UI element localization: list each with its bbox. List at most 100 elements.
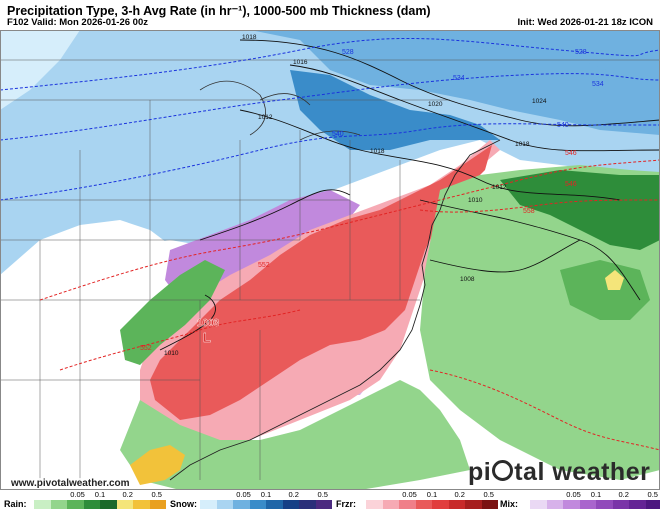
legend-swatch: [149, 500, 166, 509]
isobar-label: 1018: [370, 148, 385, 155]
legend-tick: 0.2: [618, 490, 629, 499]
legend-swatch: [612, 500, 629, 509]
legend-swatch: [465, 500, 482, 509]
legend-group-snow: Snow: 0.05 0.1 0.2 0.5: [170, 490, 332, 510]
legend-label: Frzr:: [336, 499, 356, 509]
legend-swatch: [249, 500, 266, 509]
rain-area-west: [120, 260, 225, 365]
rain-area-offshore-heavy: [500, 170, 660, 250]
precipitation-legend: Rain: 0.05 0.1 0.2 0.5 Snow: 0.05 0.1 0.2 0.5 Frzr…: [0, 490, 660, 510]
thickness-label-blue: 534: [453, 75, 465, 82]
thickness-label-blue: 540: [332, 131, 344, 138]
rain-yellow-cell: [130, 445, 185, 485]
legend-label: Rain:: [4, 499, 27, 509]
init-time: Init: Wed 2026-01-21 18z ICON: [514, 17, 656, 28]
legend-swatch: [645, 500, 660, 509]
brand-logo: pi tal weather: [468, 458, 650, 487]
isobar-label: 1012: [492, 184, 507, 191]
legend-tick: 0.05: [236, 490, 251, 499]
snow-area-northeast: [530, 30, 660, 80]
legend-tick: 0.05: [566, 490, 581, 499]
legend-swatch: [579, 500, 596, 509]
legend-swatch: [382, 500, 399, 509]
thickness-contours-red: [39, 159, 660, 451]
legend-tick: 0.2: [288, 490, 299, 499]
thickness-label-red: 558: [523, 208, 535, 215]
legend-swatch: [481, 500, 498, 509]
legend-swatch: [629, 500, 646, 509]
brand-text-right: tal weather: [514, 458, 651, 486]
legend-group-mix: Mix: 0.05 0.1 0.2 0.5: [500, 490, 660, 510]
rain-yellow-offshore: [605, 270, 624, 290]
legend-swatch: [282, 500, 299, 509]
legend-swatch: [100, 500, 117, 509]
legend-swatch: [546, 500, 563, 509]
low-pressure-symbol: L: [203, 330, 211, 345]
legend-color-bar: [530, 500, 660, 509]
rain-area-southeast: [120, 380, 470, 490]
freezing-rain-heavy: [150, 145, 492, 420]
legend-tick: 0.2: [122, 490, 133, 499]
legend-swatch: [233, 500, 250, 509]
legend-swatch: [596, 500, 613, 509]
snow-area-light-west: [0, 30, 80, 110]
legend-swatch: [200, 500, 217, 509]
legend-swatch: [133, 500, 150, 509]
thickness-contours-blue: [0, 37, 660, 201]
legend-label: Snow:: [170, 499, 197, 509]
state-borders: [0, 59, 660, 480]
thickness-label-red: 552: [140, 345, 152, 352]
legend-swatch: [563, 500, 580, 509]
legend-swatch: [83, 500, 100, 509]
legend-color-bar: [366, 500, 498, 509]
legend-tick: 0.1: [426, 490, 438, 499]
legend-swatch: [299, 500, 316, 509]
low-pressure-value: 1003: [197, 318, 220, 329]
legend-tick: 0.05: [70, 490, 85, 499]
isobar-label: 1010: [468, 197, 483, 204]
legend-group-rain: Rain: 0.05 0.1 0.2 0.5: [4, 490, 166, 510]
legend-label: Mix:: [500, 499, 518, 509]
legend-tick: 0.5: [151, 490, 162, 499]
thickness-label-blue: 528: [342, 49, 354, 56]
legend-swatch: [216, 500, 233, 509]
legend-swatch: [50, 500, 67, 509]
no-precip-southwest: [0, 220, 170, 480]
legend-tick: 0.05: [402, 490, 417, 499]
snow-area-heavy: [0, 30, 660, 135]
legend-swatch: [266, 500, 283, 509]
legend-swatch: [432, 500, 449, 509]
legend-swatch: [315, 500, 332, 509]
legend-swatch: [530, 500, 547, 509]
isobar-label: 1016: [293, 59, 308, 66]
legend-swatch: [415, 500, 432, 509]
thickness-label-red: 552: [258, 262, 270, 269]
website-link[interactable]: www.pivotalweather.com: [8, 478, 133, 489]
legend-tick: 0.1: [94, 490, 106, 499]
legend-tick: 0.5: [483, 490, 494, 499]
isobar-label: 1008: [460, 276, 475, 283]
brand-text-left: pi: [468, 458, 492, 486]
legend-color-bar: [34, 500, 166, 509]
thickness-label-red: 546: [565, 150, 577, 157]
isobar-contours: [159, 39, 660, 351]
isobar-label: 1018: [242, 34, 257, 41]
thickness-label-red: 546: [565, 181, 577, 188]
isobar-label: 1012: [258, 114, 273, 121]
map-title: Precipitation Type, 3-h Avg Rate (in hr⁻…: [4, 3, 434, 18]
legend-swatch: [399, 500, 416, 509]
legend-tick: 0.2: [454, 490, 465, 499]
great-lakes: [199, 80, 361, 141]
legend-tick: 0.1: [260, 490, 272, 499]
legend-swatch: [34, 500, 51, 509]
isobar-label: 1018: [515, 141, 530, 148]
legend-swatch: [116, 500, 133, 509]
snow-area-core: [290, 70, 500, 150]
legend-swatch: [67, 500, 84, 509]
isobar-label: 1010: [164, 350, 179, 357]
legend-swatch: [366, 500, 383, 509]
valid-time: F102 Valid: Mon 2026-01-26 00z: [4, 17, 151, 28]
legend-group-freezing: Frzr: 0.05 0.1 0.2 0.5: [336, 490, 498, 510]
